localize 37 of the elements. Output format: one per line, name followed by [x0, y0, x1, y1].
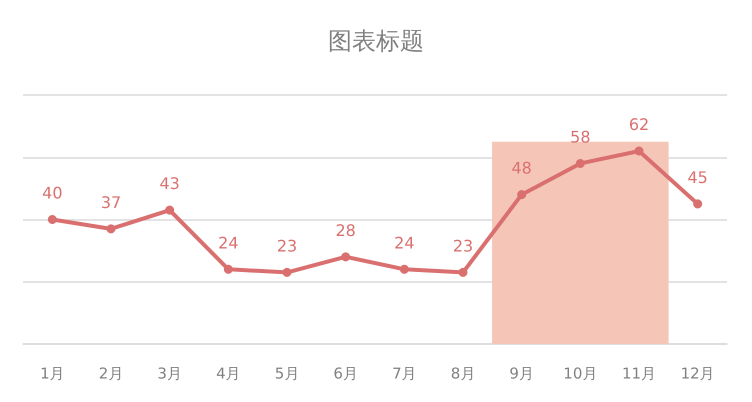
x-tick-label: 2月 — [98, 364, 124, 382]
data-label: 24 — [394, 233, 415, 252]
x-tick-label: 7月 — [392, 364, 417, 382]
x-tick-label: 4月 — [216, 364, 241, 382]
point — [106, 224, 116, 234]
x-tick-label: 8月 — [450, 364, 476, 382]
x-tick-label: 6月 — [333, 364, 358, 382]
data-label: 23 — [452, 236, 474, 256]
x-tick-label: 3月 — [157, 364, 182, 382]
data-label: 28 — [335, 220, 356, 240]
data-label: 62 — [628, 115, 650, 134]
point — [458, 268, 468, 277]
data-label: 58 — [570, 127, 591, 146]
point — [400, 264, 409, 274]
point — [224, 264, 233, 274]
x-tick-label: 9月 — [509, 364, 534, 382]
x-tick-label: 10月 — [563, 364, 598, 382]
point — [634, 146, 644, 156]
data-label: 40 — [42, 184, 63, 202]
chart-title: 图表标题 — [328, 27, 424, 55]
data-label: 24 — [218, 233, 239, 252]
data-label: 43 — [159, 174, 180, 194]
point — [48, 215, 57, 224]
point — [341, 252, 350, 262]
x-tick-label: 12月 — [680, 364, 715, 382]
point — [693, 199, 702, 208]
data-label: 37 — [100, 192, 122, 212]
x-tick-label: 5月 — [274, 364, 300, 382]
point — [282, 268, 292, 277]
data-label: 23 — [276, 236, 298, 256]
point — [517, 190, 526, 200]
data-label: 48 — [511, 158, 532, 178]
point — [165, 206, 174, 215]
x-tick-label: 11月 — [622, 364, 656, 382]
x-tick-label: 1月 — [40, 364, 65, 382]
point — [576, 158, 585, 168]
data-label: 45 — [687, 168, 708, 187]
